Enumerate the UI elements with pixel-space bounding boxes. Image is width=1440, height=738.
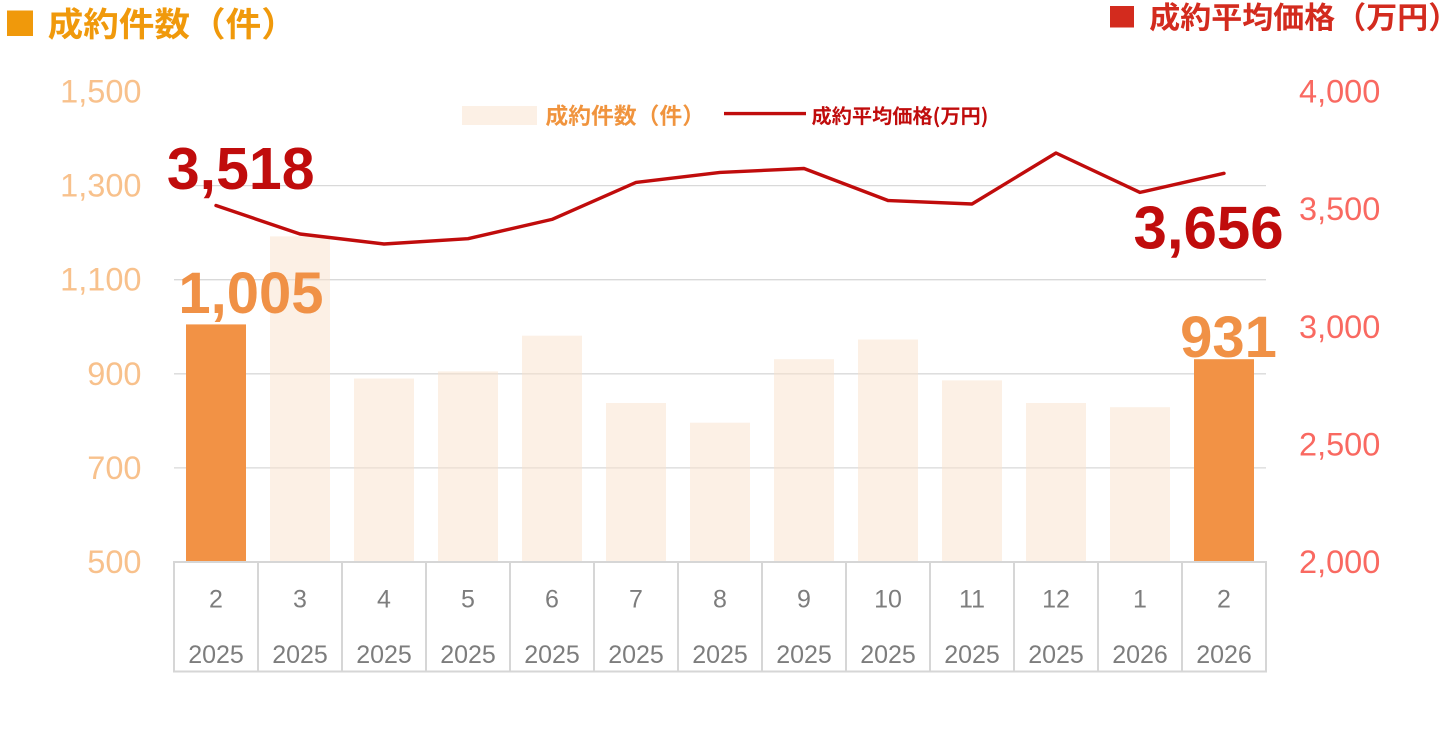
svg-text:2025: 2025 — [860, 641, 916, 669]
svg-text:2026: 2026 — [1112, 641, 1168, 669]
svg-text:11: 11 — [959, 586, 985, 614]
svg-text:500: 500 — [87, 544, 141, 580]
svg-text:2,000: 2,000 — [1299, 544, 1380, 580]
svg-text:700: 700 — [87, 450, 141, 486]
svg-text:931: 931 — [1180, 305, 1277, 370]
svg-text:7: 7 — [629, 586, 643, 614]
svg-text:5: 5 — [461, 586, 475, 614]
svg-text:1,005: 1,005 — [178, 261, 323, 326]
svg-text:2025: 2025 — [356, 641, 412, 669]
svg-text:2025: 2025 — [188, 641, 244, 669]
svg-text:2,500: 2,500 — [1299, 426, 1380, 462]
svg-text:8: 8 — [713, 586, 727, 614]
svg-text:12: 12 — [1042, 586, 1070, 614]
svg-text:2025: 2025 — [692, 641, 748, 669]
svg-text:2026: 2026 — [1196, 641, 1252, 669]
svg-text:3,518: 3,518 — [167, 136, 315, 202]
svg-text:2: 2 — [1217, 586, 1231, 614]
svg-text:6: 6 — [545, 586, 559, 614]
svg-text:2025: 2025 — [272, 641, 328, 669]
svg-text:1,300: 1,300 — [60, 168, 141, 204]
svg-text:9: 9 — [797, 586, 811, 614]
svg-text:3,000: 3,000 — [1299, 309, 1380, 345]
svg-text:3,656: 3,656 — [1134, 194, 1284, 261]
svg-text:1,100: 1,100 — [60, 262, 141, 298]
svg-text:4: 4 — [377, 586, 391, 614]
svg-text:4,000: 4,000 — [1299, 74, 1380, 110]
svg-text:2025: 2025 — [1028, 641, 1084, 669]
svg-text:2025: 2025 — [524, 641, 580, 669]
svg-text:1: 1 — [1133, 586, 1147, 614]
svg-text:10: 10 — [874, 586, 902, 614]
svg-text:2025: 2025 — [776, 641, 832, 669]
svg-text:2025: 2025 — [944, 641, 1000, 669]
svg-text:3,500: 3,500 — [1299, 191, 1380, 227]
svg-text:2025: 2025 — [608, 641, 664, 669]
svg-text:2: 2 — [209, 586, 223, 614]
svg-text:900: 900 — [87, 356, 141, 392]
svg-text:2025: 2025 — [440, 641, 496, 669]
svg-text:1,500: 1,500 — [60, 74, 141, 110]
svg-text:3: 3 — [293, 586, 307, 614]
